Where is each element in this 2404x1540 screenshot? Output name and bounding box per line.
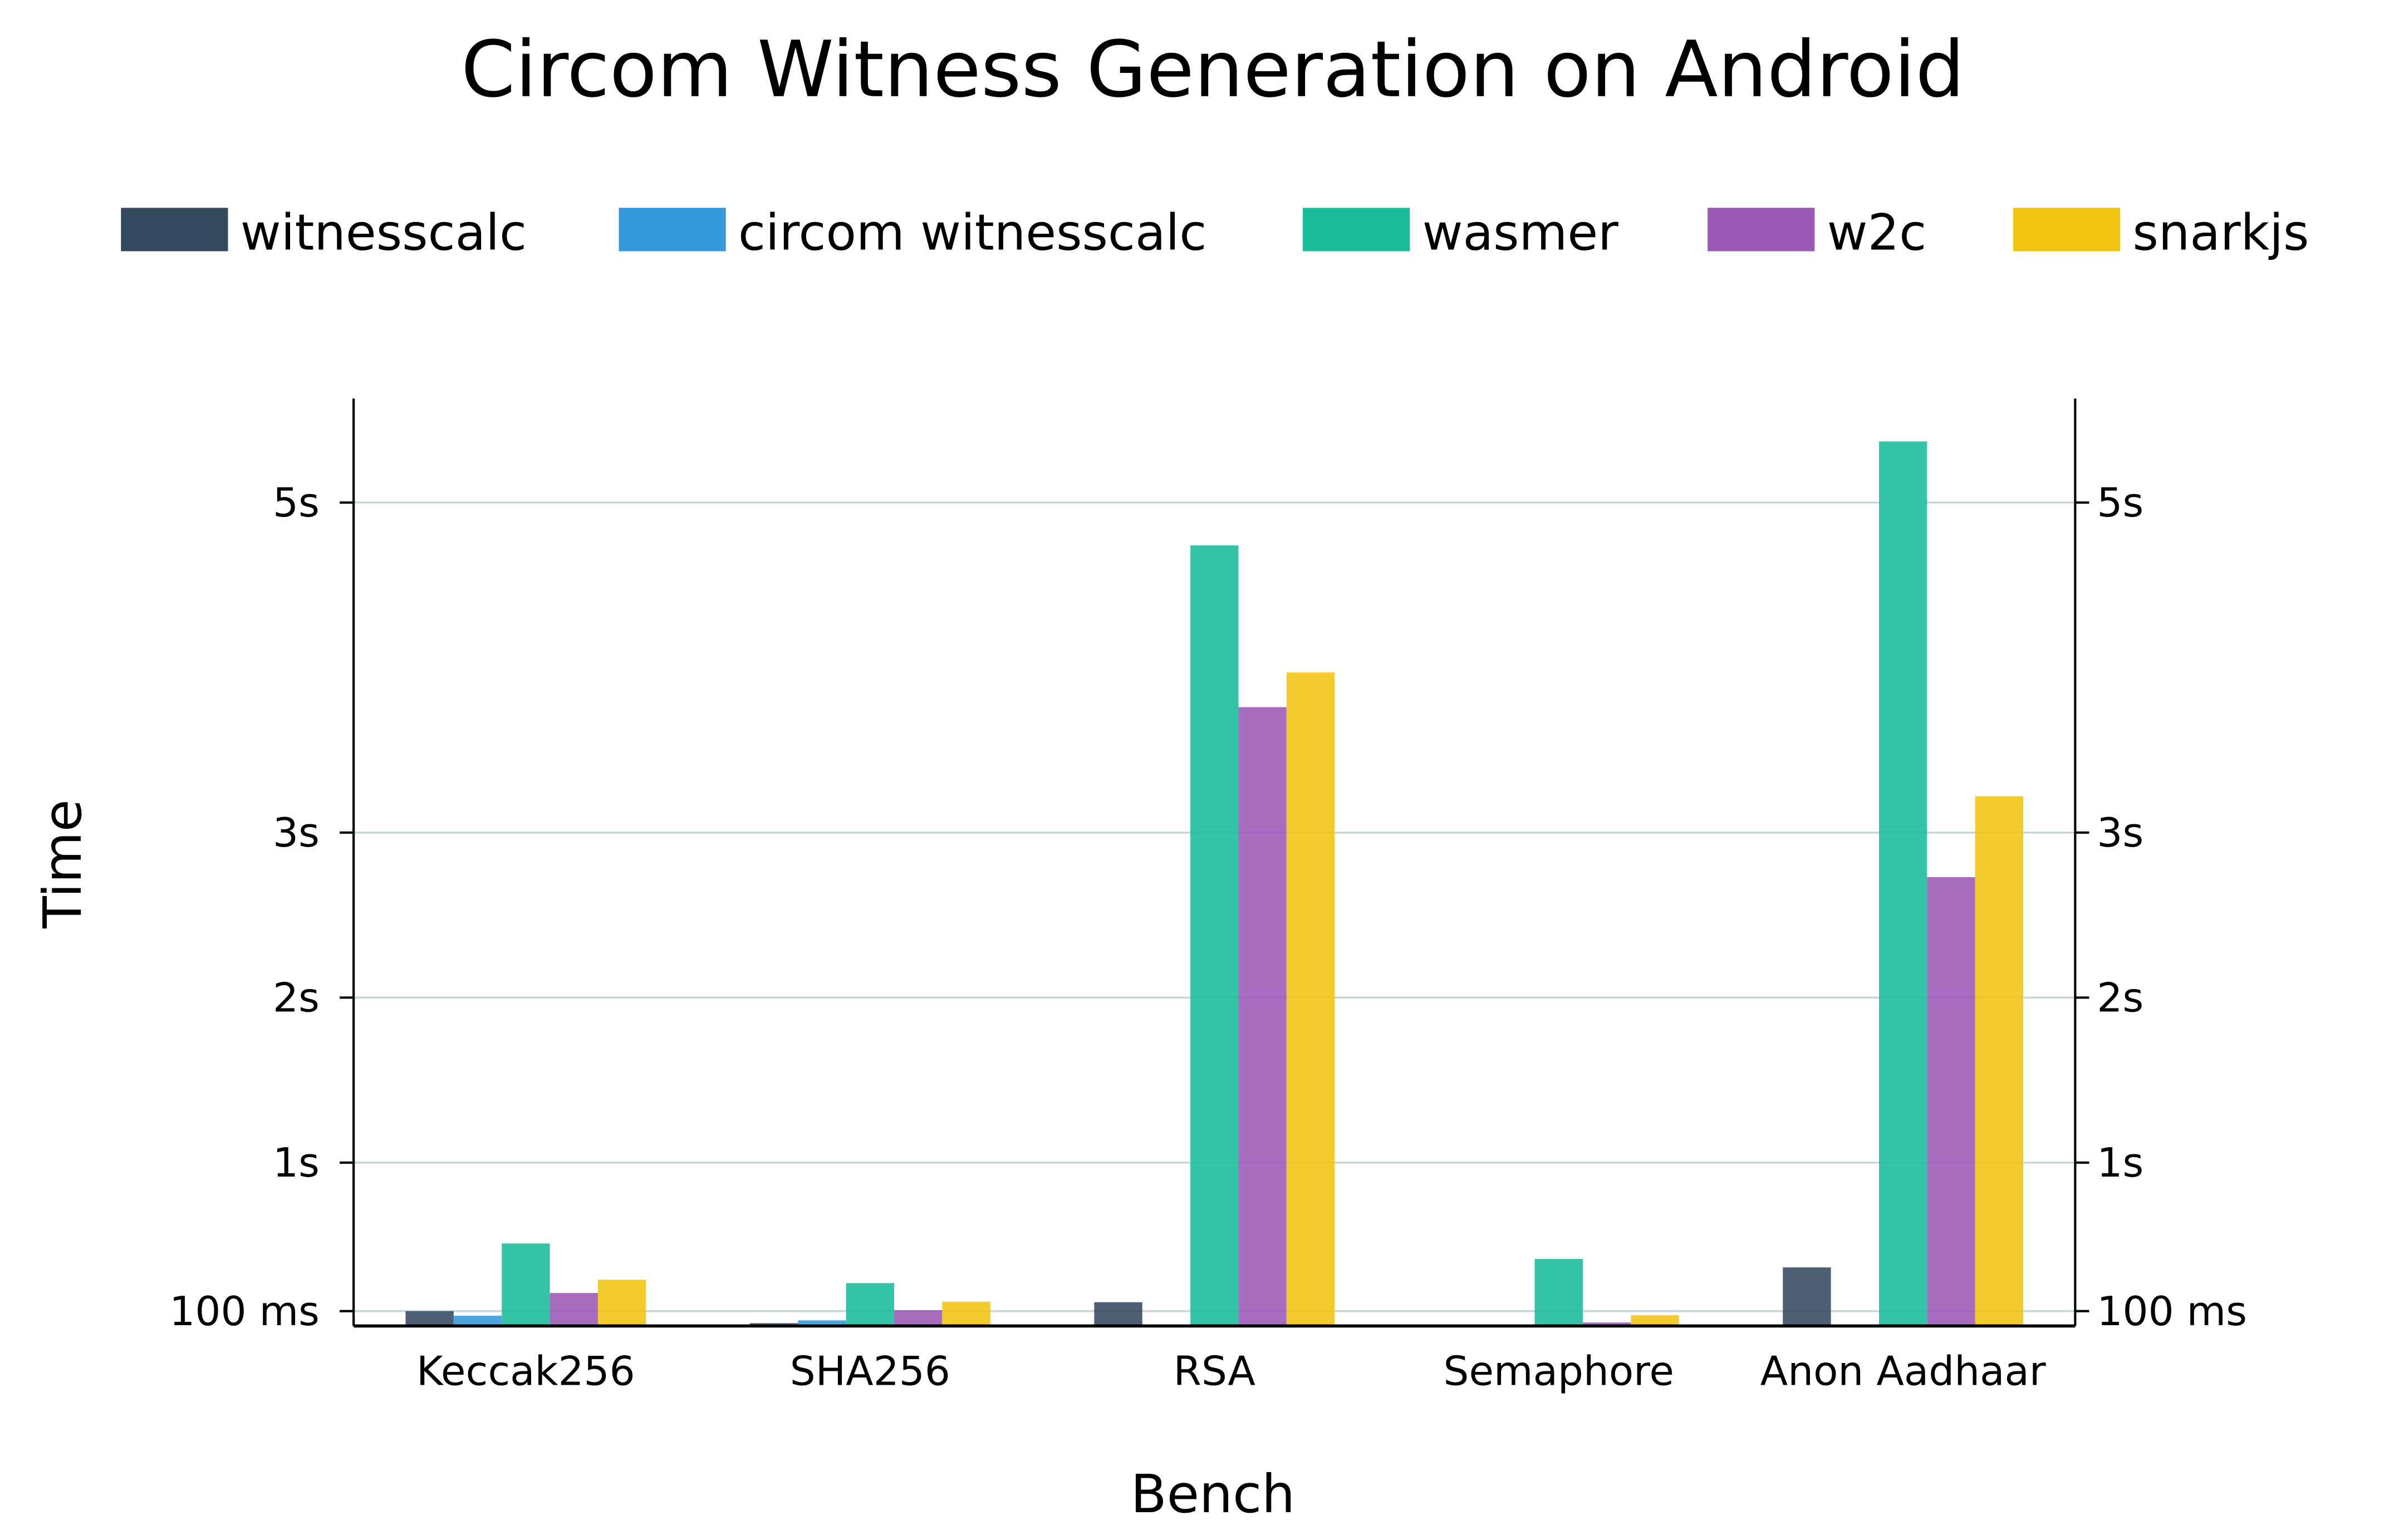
bar-snarkjs-Keccak256: [597, 1280, 646, 1326]
legend-swatch: [1303, 208, 1410, 252]
bar-witnesscalc-Keccak256: [405, 1311, 454, 1326]
bar-wasmer-SHA256: [846, 1283, 895, 1326]
bar-w2c-Anon-Aadhaar: [1927, 877, 1975, 1326]
legend-swatch: [1708, 208, 1815, 252]
x-tick-labels: Keccak256 SHA256 RSA Semaphore Anon Aadhaar: [416, 1348, 2046, 1395]
bar-witnesscalc-RSA: [1094, 1302, 1142, 1326]
bar-wasmer-Semaphore: [1534, 1259, 1583, 1326]
bar-w2c-RSA: [1238, 707, 1287, 1326]
bar-wasmer-Anon-Aadhaar: [1879, 441, 1927, 1326]
y-tick-label: 5s: [273, 480, 320, 527]
bar-wasmer-RSA: [1190, 545, 1239, 1326]
x-axis-label: Bench: [1131, 1464, 1295, 1525]
bars: [405, 441, 2024, 1326]
y-axis-label: Time: [32, 799, 94, 929]
bar-snarkjs-RSA: [1286, 672, 1335, 1326]
legend-label: snarkjs: [2132, 204, 2309, 262]
y-tick-label-right: 3s: [2097, 810, 2143, 857]
y-tick-label-right: 100 ms: [2097, 1288, 2247, 1335]
axes: [340, 398, 2089, 1328]
chart-title: Circom Witness Generation on Android: [461, 24, 1965, 115]
bar-circom-witnesscalc-SHA256: [798, 1320, 846, 1326]
y-tick-label-right: 1s: [2097, 1140, 2143, 1187]
y-tick-label-right: 2s: [2097, 975, 2143, 1021]
legend-swatch: [2013, 208, 2121, 252]
y-tick-labels: 100 ms 100 ms 1s 1s 2s 2s 3s 3s 5s 5s: [169, 480, 2247, 1335]
bar-w2c-Keccak256: [550, 1293, 598, 1326]
x-tick-label: Anon Aadhaar: [1760, 1348, 2046, 1395]
y-tick-label-right: 5s: [2097, 480, 2143, 527]
legend-label: circom witnesscalc: [738, 204, 1206, 262]
bar-circom-witnesscalc-Keccak256: [453, 1316, 502, 1326]
bar-w2c-SHA256: [894, 1310, 943, 1326]
legend-label: w2c: [1827, 204, 1927, 262]
y-tick-label: 2s: [273, 975, 320, 1021]
x-tick-label: Keccak256: [416, 1348, 635, 1395]
legend-swatch: [121, 208, 228, 252]
legend-item: snarkjs: [2013, 204, 2309, 262]
bar-wasmer-Keccak256: [502, 1243, 550, 1326]
legend-item: w2c: [1708, 204, 1926, 262]
bar-snarkjs-SHA256: [942, 1301, 990, 1326]
bar-snarkjs-Anon-Aadhaar: [1975, 796, 2024, 1326]
x-tick-label: RSA: [1174, 1348, 1255, 1395]
x-tick-label: Semaphore: [1444, 1348, 1674, 1395]
legend-label: wasmer: [1422, 204, 1619, 262]
y-tick-label: 3s: [273, 810, 320, 857]
legend-item: wasmer: [1303, 204, 1618, 262]
legend-swatch: [619, 208, 726, 252]
legend: witnesscalc circom witnesscalc wasmer w2c sn…: [121, 204, 2309, 262]
y-tick-label: 1s: [273, 1140, 320, 1187]
legend-item: witnesscalc: [121, 204, 527, 262]
legend-label: witnesscalc: [241, 204, 527, 262]
bar-w2c-Semaphore: [1582, 1322, 1631, 1326]
legend-item: circom witnesscalc: [619, 204, 1206, 262]
bar-witnesscalc-Anon-Aadhaar: [1783, 1267, 1831, 1326]
bar-snarkjs-Semaphore: [1631, 1315, 1679, 1326]
y-tick-label: 100 ms: [169, 1288, 320, 1335]
x-tick-label: SHA256: [790, 1348, 950, 1395]
